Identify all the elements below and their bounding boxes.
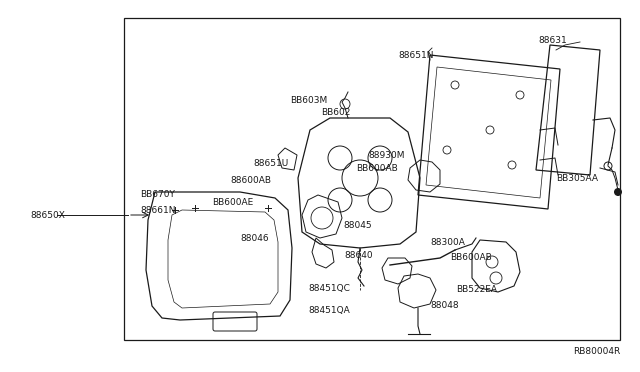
Text: BB600AB: BB600AB — [356, 164, 397, 173]
Circle shape — [614, 188, 622, 196]
Text: BB670Y: BB670Y — [140, 189, 175, 199]
Text: 88046: 88046 — [240, 234, 269, 243]
Text: 88631: 88631 — [538, 35, 567, 45]
Text: 88300A: 88300A — [430, 237, 465, 247]
Text: 88045: 88045 — [343, 221, 372, 230]
Text: BB600AB: BB600AB — [450, 253, 492, 263]
Text: RB80004R: RB80004R — [573, 347, 620, 356]
Text: BB305AA: BB305AA — [556, 173, 598, 183]
Text: BB600AE: BB600AE — [212, 198, 253, 206]
Text: 88651N: 88651N — [398, 51, 433, 60]
Text: 88640: 88640 — [344, 250, 372, 260]
Text: 88650X: 88650X — [30, 211, 65, 219]
Text: 88651U: 88651U — [253, 158, 288, 167]
Text: BB602: BB602 — [321, 108, 350, 116]
Text: BB522EA: BB522EA — [456, 285, 497, 295]
Text: 88930M: 88930M — [368, 151, 404, 160]
Bar — [124, 18, 620, 340]
Text: 88661N: 88661N — [140, 205, 175, 215]
Text: BB603M: BB603M — [290, 96, 327, 105]
Text: 88600AB: 88600AB — [230, 176, 271, 185]
Text: 88451QA: 88451QA — [308, 305, 349, 314]
Text: 88048: 88048 — [430, 301, 459, 310]
Text: 88451QC: 88451QC — [308, 283, 350, 292]
